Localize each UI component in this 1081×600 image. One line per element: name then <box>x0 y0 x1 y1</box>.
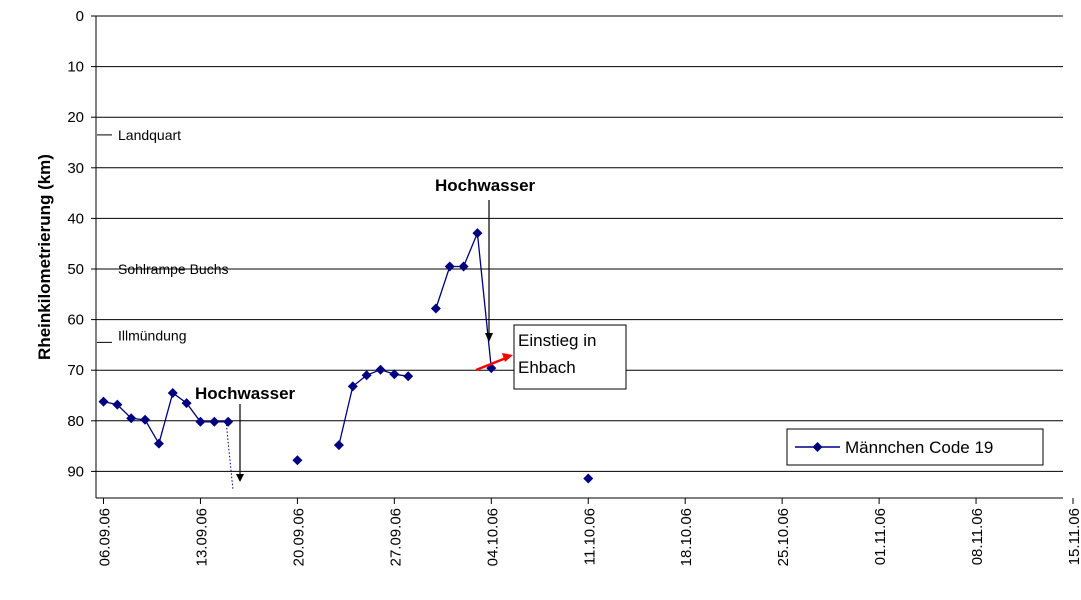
einstieg-arrow <box>475 356 507 372</box>
hochwasser-annotation-2: Hochwasser <box>435 176 536 195</box>
data-point <box>347 381 358 392</box>
data-point <box>472 228 483 239</box>
hochwasser-arrowhead-2 <box>485 333 493 342</box>
y-tick-label: 90 <box>67 463 84 480</box>
data-point <box>140 414 151 425</box>
data-point <box>98 396 109 407</box>
legend-marker <box>812 442 823 452</box>
y-tick-label: 50 <box>67 261 84 278</box>
data-point <box>403 371 414 382</box>
data-point <box>375 364 386 375</box>
x-tick-label: 27.09.06 <box>387 508 404 566</box>
data-point <box>223 416 234 427</box>
data-point <box>292 455 303 466</box>
y-tick-label: 0 <box>76 8 84 25</box>
x-tick-label: 15.11.06 <box>1066 508 1081 565</box>
x-tick-label: 18.10.06 <box>678 508 695 566</box>
einstieg-label-line1: Einstieg in <box>518 331 596 350</box>
hochwasser-annotation-1: Hochwasser <box>195 384 296 403</box>
data-point <box>583 473 594 484</box>
y-tick-label: 40 <box>67 210 84 227</box>
data-point <box>458 261 469 272</box>
dotted-drop-line <box>225 420 234 491</box>
y-axis-title: Rheinkilometrierung (km) <box>35 154 54 360</box>
x-tick-label: 04.10.06 <box>484 508 501 566</box>
y-tick-label: 80 <box>67 413 84 430</box>
data-point <box>181 398 192 409</box>
x-tick-label: 01.11.06 <box>872 508 889 565</box>
legend-label: Männchen Code 19 <box>845 438 993 457</box>
data-point <box>126 413 137 424</box>
x-tick-label: 13.09.06 <box>193 508 210 566</box>
data-point <box>389 369 400 380</box>
data-point <box>444 261 455 272</box>
y-tick-label: 20 <box>67 109 84 126</box>
einstieg-arrowhead <box>502 353 513 362</box>
data-point <box>195 416 206 427</box>
reference-label: Landquart <box>118 127 181 143</box>
einstieg-label-line2: Ehbach <box>518 358 576 377</box>
data-point <box>112 399 123 410</box>
x-tick-label: 06.09.06 <box>97 508 114 566</box>
reference-label: Illmündung <box>118 327 187 343</box>
data-point <box>361 370 372 381</box>
series-line <box>103 391 229 446</box>
x-tick-label: 11.10.06 <box>581 508 598 565</box>
y-ticks: 0 10 20 30 40 50 60 70 80 90 <box>67 8 96 480</box>
series-line <box>435 232 492 369</box>
reference-lines: Landquart Sohlrampe Buchs Illmündung <box>97 127 1063 343</box>
data-point <box>209 416 220 427</box>
y-tick-label: 60 <box>67 312 84 329</box>
y-tick-label: 30 <box>67 160 84 177</box>
data-point <box>153 438 164 449</box>
x-tick-label: 08.11.06 <box>969 508 986 565</box>
data-point <box>333 440 344 451</box>
reference-label: Sohlrampe Buchs <box>118 261 229 277</box>
x-ticks: 06.09.06 13.09.06 20.09.06 27.09.06 04.10.06… <box>97 498 1081 566</box>
y-tick-label: 70 <box>67 362 84 379</box>
series-line <box>338 369 409 446</box>
einstieg-box <box>513 324 627 390</box>
data-point <box>430 303 441 314</box>
gridlines <box>96 15 1063 472</box>
data-point <box>167 387 178 398</box>
y-tick-label: 10 <box>67 59 84 76</box>
legend: Männchen Code 19 <box>786 428 1044 466</box>
x-tick-label: 20.09.06 <box>290 508 307 566</box>
x-tick-label: 25.10.06 <box>775 508 792 566</box>
hochwasser-arrowhead-1 <box>236 474 244 482</box>
